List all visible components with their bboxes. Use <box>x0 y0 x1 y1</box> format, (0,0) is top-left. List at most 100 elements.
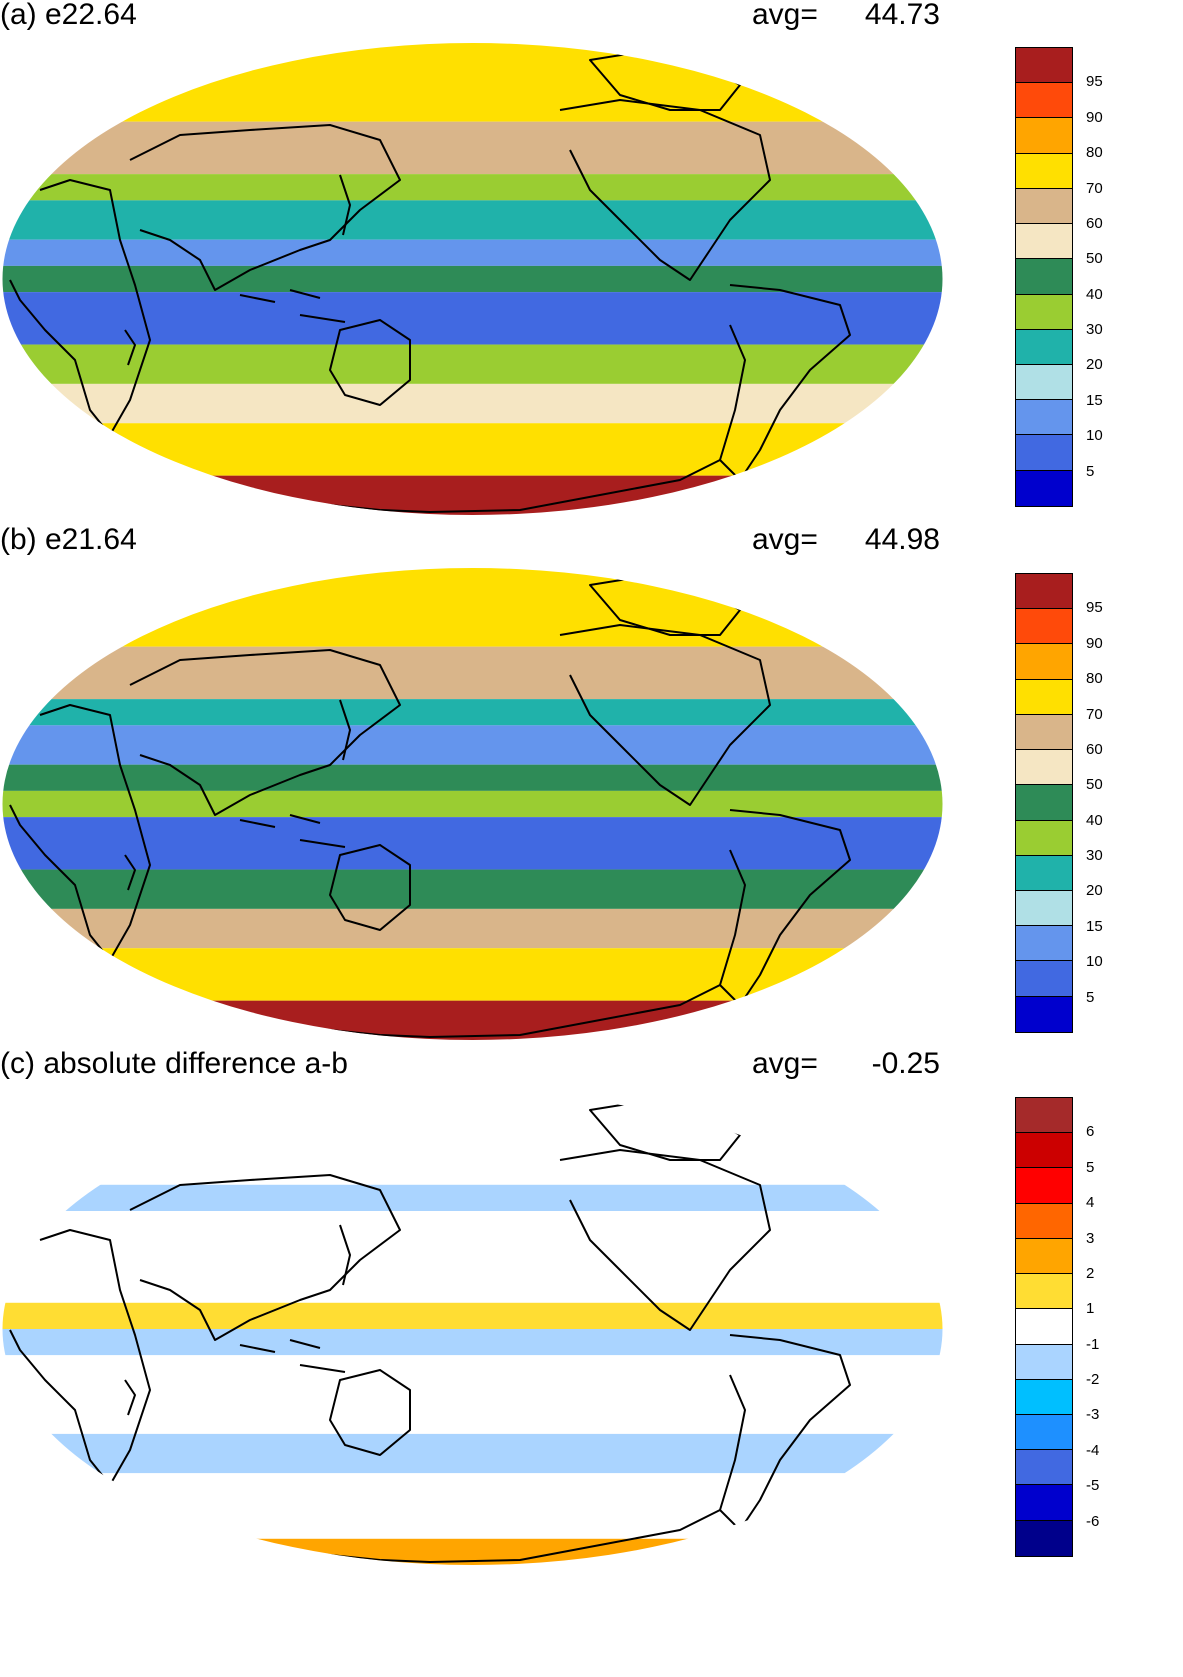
panel-title: (c) absolute difference a-b <box>0 1047 348 1080</box>
colorbar-tick-label: 15 <box>1086 391 1103 409</box>
colorbar-swatch <box>1016 750 1072 786</box>
latitude-band <box>2 764 943 791</box>
colorbar-swatch <box>1016 294 1072 330</box>
colorbar-swatch <box>1016 1098 1072 1134</box>
coastline <box>239 289 346 323</box>
colorbar-swatch <box>1016 961 1072 997</box>
panel-title: (b) e21.64 <box>0 523 137 556</box>
colorbar-swatch <box>1016 470 1072 506</box>
colorbar-tick-label: 40 <box>1086 285 1103 303</box>
coastline <box>124 854 136 891</box>
panel-title: (a) e22.64 <box>0 0 137 31</box>
latitude-band <box>2 1184 943 1211</box>
colorbar-swatch <box>1016 890 1072 927</box>
colorbar-tick-label: 60 <box>1086 740 1103 758</box>
colorbar-swatch <box>1016 926 1072 962</box>
latitude-band <box>2 1000 943 1040</box>
coastline <box>9 1229 151 1486</box>
latitude-band <box>2 200 943 240</box>
colorbar-swatch <box>1016 1450 1072 1486</box>
avg-value: -0.25 <box>871 1047 940 1080</box>
coastline <box>124 1379 136 1416</box>
colorbar-swatch <box>1016 1520 1072 1556</box>
avg-value: 44.98 <box>864 523 940 556</box>
map-field <box>2 568 943 1040</box>
colorbar-swatch <box>1016 1203 1072 1239</box>
map-field <box>2 1093 943 1565</box>
latitude-band <box>2 1355 943 1434</box>
colorbar-tick-label: 10 <box>1086 427 1103 445</box>
latitude-band <box>2 646 943 700</box>
latitude-band <box>2 699 943 726</box>
colorbar-tick-label: 3 <box>1086 1229 1095 1247</box>
latitude-band <box>2 1433 943 1474</box>
latitude-band <box>2 423 943 476</box>
colorbar-tick-label: 50 <box>1086 776 1103 794</box>
avg-label: avg= <box>752 0 818 31</box>
map-c <box>2 1093 943 1565</box>
coastline <box>559 99 771 281</box>
latitude-band <box>2 725 943 765</box>
colorbar-swatch <box>1016 435 1072 471</box>
latitude-band <box>2 908 943 949</box>
colorbar-tick-label: 40 <box>1086 811 1103 829</box>
colorbar-tick-label: 1 <box>1086 1300 1095 1318</box>
colorbar-tick-label: 95 <box>1086 599 1103 617</box>
colorbar-swatch <box>1016 1238 1072 1275</box>
colorbar-swatch <box>1016 329 1072 365</box>
latitude-band <box>2 948 943 1001</box>
colorbar-tick-label: 30 <box>1086 847 1103 865</box>
latitude-band <box>2 1473 943 1539</box>
latitude-band <box>2 869 943 909</box>
colorbar-tick-label: -3 <box>1086 1406 1100 1424</box>
coastline <box>559 624 771 806</box>
coastline <box>719 809 851 1006</box>
colorbar-swatch <box>1016 1414 1072 1451</box>
latitude-band <box>2 383 943 424</box>
colorbar-swatch <box>1016 679 1072 715</box>
coastline <box>719 284 851 481</box>
colorbar-swatch <box>1016 1379 1072 1415</box>
colorbar-a <box>1015 47 1073 507</box>
colorbar-tick-label: 5 <box>1086 1158 1095 1176</box>
coastline <box>9 704 151 961</box>
latitude-band <box>2 1329 943 1356</box>
colorbar-tick-label: 20 <box>1086 356 1103 374</box>
colorbar-swatch <box>1016 1309 1072 1345</box>
coastline <box>239 814 346 848</box>
colorbar-swatch <box>1016 188 1072 225</box>
colorbar-swatch <box>1016 996 1072 1032</box>
colorbar-tick-label: 70 <box>1086 179 1103 197</box>
colorbar-tick-label: 4 <box>1086 1194 1095 1212</box>
colorbar-tick-label: 15 <box>1086 917 1103 935</box>
colorbar-tick-label: -2 <box>1086 1371 1100 1389</box>
latitude-band <box>2 239 943 266</box>
latitude-band <box>2 1211 943 1303</box>
colorbar-tick-label: 5 <box>1086 988 1095 1006</box>
colorbar-tick-label: -6 <box>1086 1512 1100 1530</box>
coastline <box>329 319 411 406</box>
colorbar-tick-label: 70 <box>1086 705 1103 723</box>
colorbar-swatch <box>1016 1274 1072 1310</box>
colorbar-swatch <box>1016 644 1072 680</box>
colorbar-tick-label: 95 <box>1086 73 1103 91</box>
colorbar-swatch <box>1016 118 1072 154</box>
colorbar-tick-label: 2 <box>1086 1264 1095 1282</box>
colorbar-swatch <box>1016 1168 1072 1204</box>
latitude-band <box>2 475 943 515</box>
latitude-band <box>2 265 943 293</box>
colorbar-tick-label: -5 <box>1086 1477 1100 1495</box>
colorbar-swatch <box>1016 574 1072 610</box>
latitude-band <box>2 174 943 201</box>
latitude-band <box>2 1302 943 1329</box>
colorbar-swatch <box>1016 83 1072 119</box>
latitude-band <box>2 292 943 345</box>
colorbar-swatch <box>1016 224 1072 260</box>
colorbar-tick-label: 6 <box>1086 1123 1095 1141</box>
colorbar-tick-label: 80 <box>1086 670 1103 688</box>
colorbar-swatch <box>1016 820 1072 856</box>
colorbar-swatch <box>1016 609 1072 645</box>
latitude-band <box>2 43 943 122</box>
colorbar-swatch <box>1016 714 1072 751</box>
colorbar-swatch <box>1016 400 1072 436</box>
